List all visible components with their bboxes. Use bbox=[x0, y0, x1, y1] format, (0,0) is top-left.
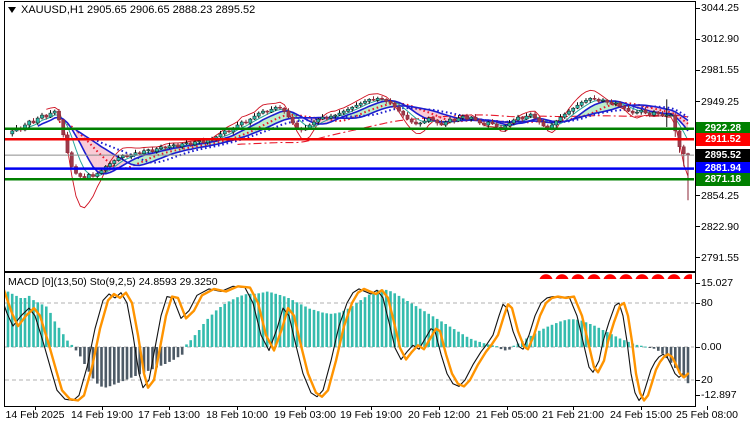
indicator-axis-tick bbox=[695, 379, 700, 381]
time-axis-label: 21 Feb 05:00 bbox=[476, 409, 538, 421]
indicator-label: MACD [0](13,50) Sto(9,2,5) 24.8593 29.32… bbox=[8, 276, 218, 288]
time-axis-tick bbox=[35, 406, 36, 410]
indicator-axis-tick bbox=[695, 282, 700, 284]
time-axis-tick bbox=[507, 406, 508, 410]
chevron-down-icon[interactable] bbox=[8, 7, 16, 13]
price-axis-tick bbox=[695, 226, 700, 228]
indicator-axis-label: 0.00 bbox=[701, 341, 722, 353]
time-axis-label: 19 Feb 19:00 bbox=[340, 409, 402, 421]
price-axis-label: 2822.90 bbox=[701, 220, 739, 233]
price-axis-label: 2791.55 bbox=[701, 251, 739, 264]
time-axis-tick bbox=[371, 406, 372, 410]
price-axis-label: 2981.55 bbox=[701, 64, 739, 77]
time-axis-tick bbox=[102, 406, 103, 410]
price-axis-tick bbox=[695, 38, 700, 40]
indicator-axis-label: 15.027 bbox=[701, 277, 734, 289]
price-axis-tick bbox=[695, 101, 700, 103]
time-axis-tick bbox=[573, 406, 574, 410]
price-axis-tick bbox=[695, 257, 700, 259]
time-axis-tick bbox=[439, 406, 440, 410]
price-axis-tick bbox=[695, 69, 700, 71]
time-axis-label: 24 Feb 15:00 bbox=[610, 409, 672, 421]
time-axis-tick bbox=[707, 406, 708, 410]
chart-title-text: XAUUSD,H1 2905.65 2906.65 2888.23 2895.5… bbox=[21, 4, 256, 16]
price-axis-tick bbox=[695, 195, 700, 197]
indicator-axis-tick bbox=[695, 394, 700, 396]
price-axis-label: 2854.25 bbox=[701, 189, 739, 202]
price-level-tag: 2895.52 bbox=[696, 148, 750, 162]
main-chart-layer[interactable] bbox=[5, 89, 694, 209]
indicator-axis-tick bbox=[695, 346, 700, 348]
time-axis-tick bbox=[237, 406, 238, 410]
time-axis-label: 18 Feb 10:00 bbox=[206, 409, 268, 421]
time-axis-label: 19 Feb 03:00 bbox=[274, 409, 336, 421]
time-axis-label: 14 Feb 2025 bbox=[5, 409, 65, 421]
chart-title: XAUUSD,H1 2905.65 2906.65 2888.23 2895.5… bbox=[8, 4, 255, 16]
time-axis-label: 20 Feb 12:00 bbox=[408, 409, 470, 421]
indicator-axis-label: -12.897 bbox=[701, 389, 737, 401]
price-axis-label: 3012.90 bbox=[701, 33, 739, 45]
indicator-layer[interactable] bbox=[0, 285, 694, 402]
time-axis-tick bbox=[641, 406, 642, 410]
time-axis-tick bbox=[305, 406, 306, 410]
price-axis-label: 3044.25 bbox=[701, 2, 739, 14]
price-axis-tick bbox=[695, 7, 700, 9]
time-axis-tick bbox=[169, 406, 170, 410]
time-axis-label: 14 Feb 19:00 bbox=[71, 409, 133, 421]
time-axis-label: 17 Feb 13:00 bbox=[138, 409, 200, 421]
price-level-tag: 2881.94 bbox=[696, 162, 750, 176]
time-axis-label: 25 Feb 08:00 bbox=[676, 409, 738, 421]
price-level-tag: 2911.52 bbox=[696, 132, 750, 146]
price-level-tag: 2922.28 bbox=[696, 122, 750, 136]
indicator-axis-label: 80 bbox=[701, 297, 713, 309]
indicator-axis-label: 20 bbox=[701, 374, 713, 386]
price-axis-label: 2949.25 bbox=[701, 95, 739, 108]
time-axis-label: 21 Feb 21:00 bbox=[542, 409, 604, 421]
indicator-axis-tick bbox=[695, 302, 700, 304]
price-level-tag: 2871.18 bbox=[696, 172, 750, 186]
